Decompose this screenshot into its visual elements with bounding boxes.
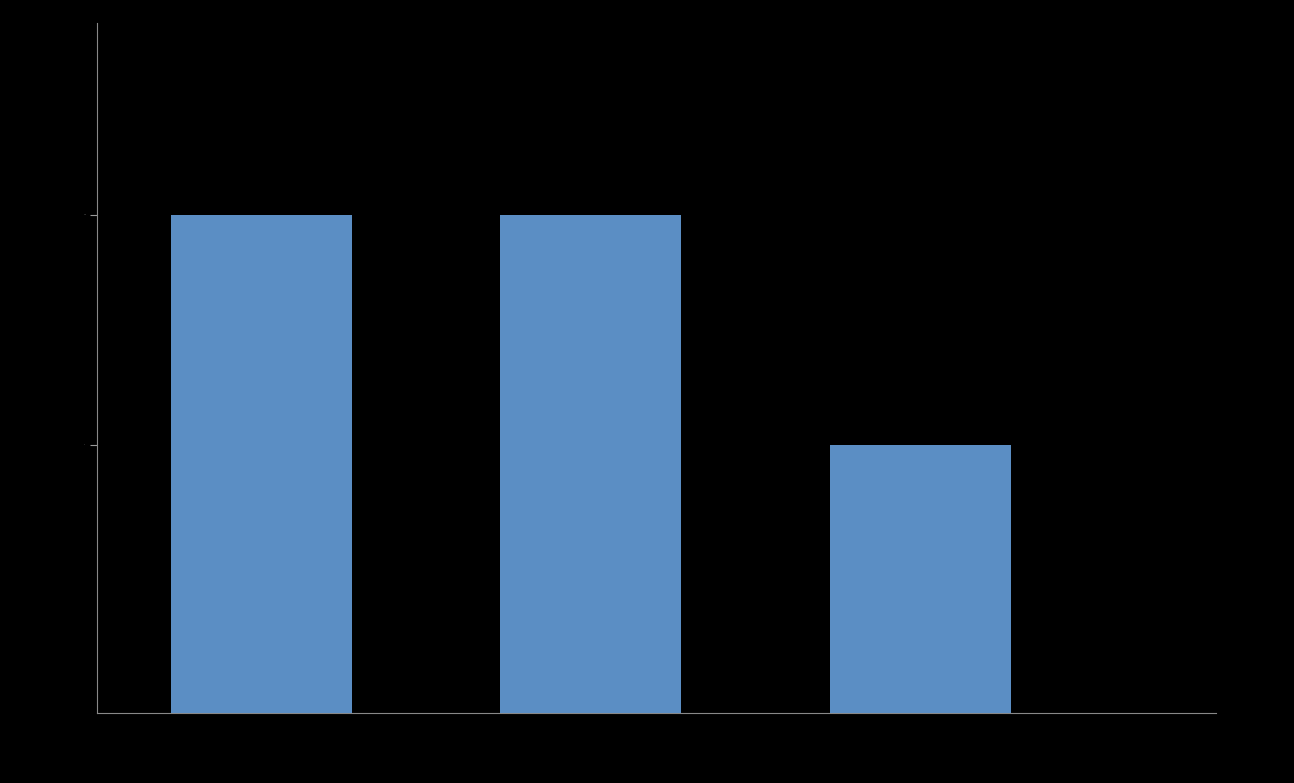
Bar: [501, 215, 682, 713]
Bar: [829, 445, 1011, 713]
Bar: [171, 215, 352, 713]
